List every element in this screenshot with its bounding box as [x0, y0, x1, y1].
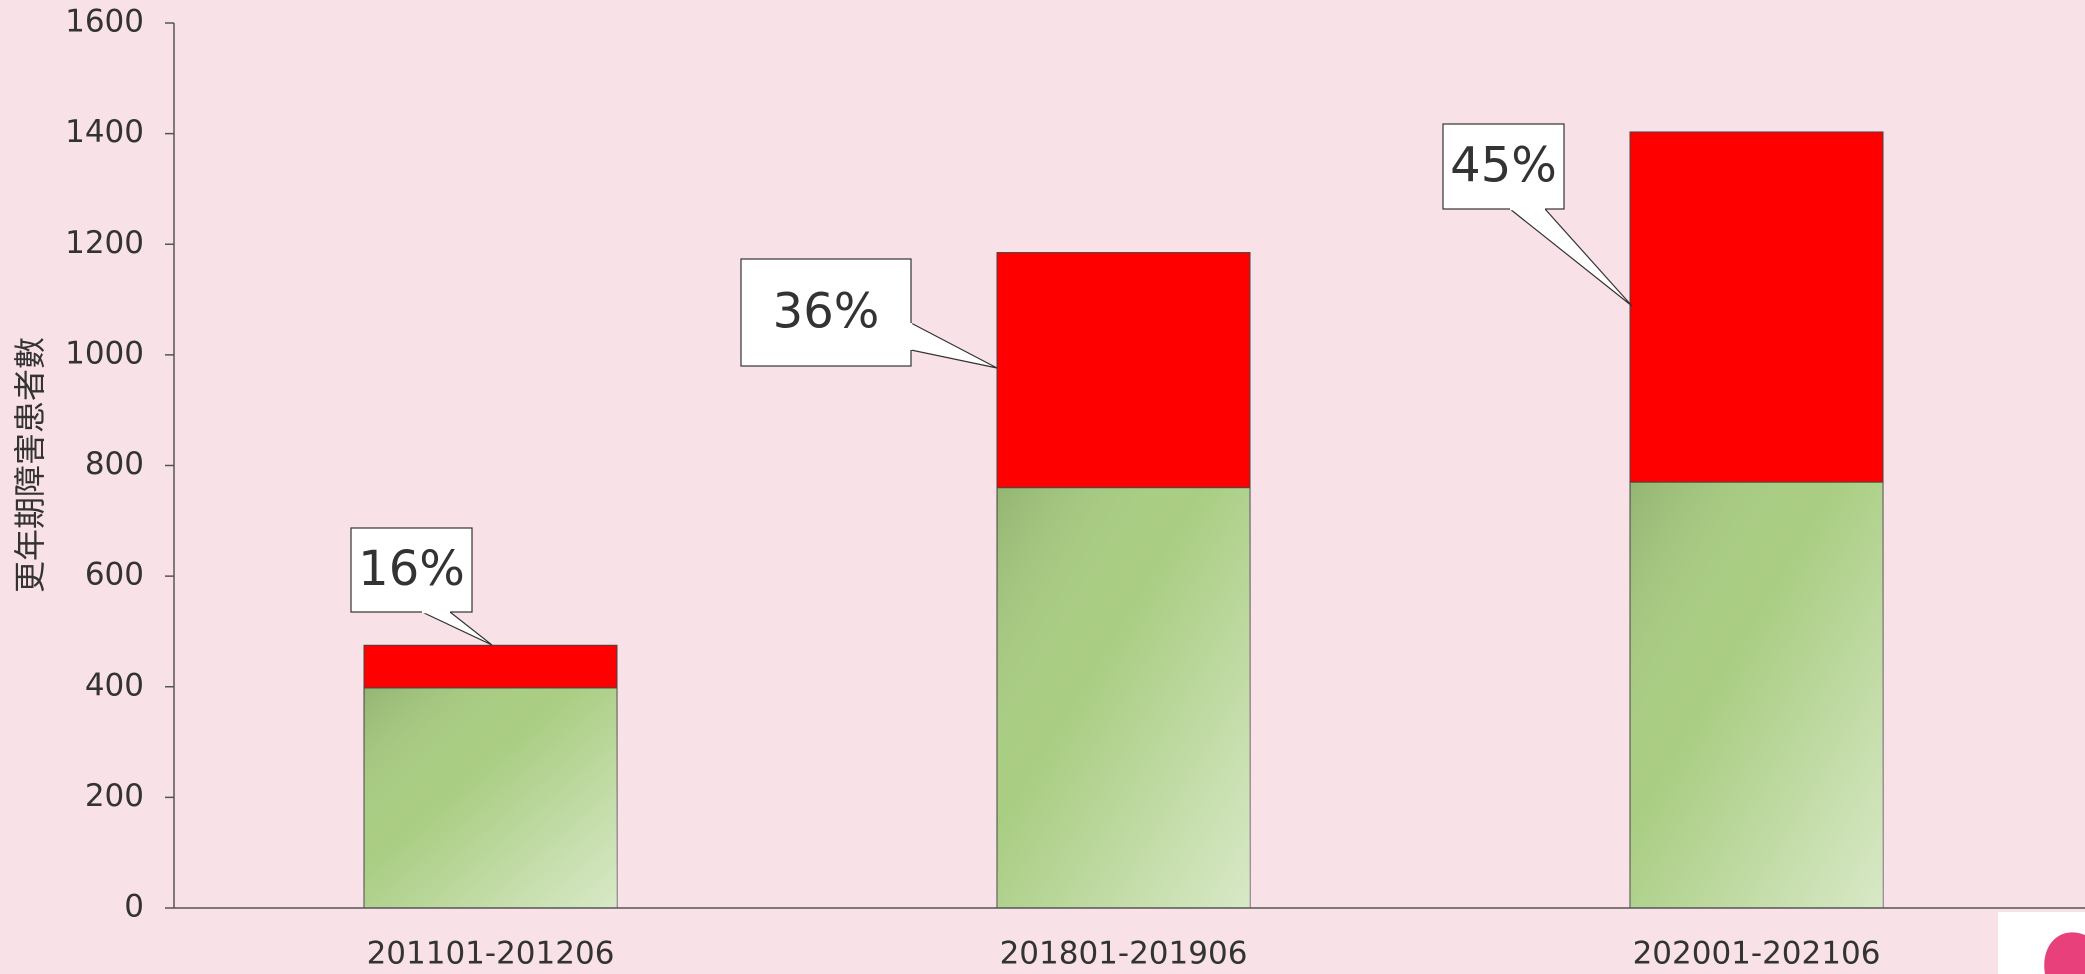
y-tick-label: 200 [85, 778, 144, 814]
bar-segment [1629, 131, 1884, 483]
annotation: 36% [773, 284, 880, 340]
callout-box [1442, 123, 1565, 210]
y-axis-label: 更年期障害患者數 [11, 337, 49, 593]
bar-segment [996, 252, 1251, 489]
y-tick-label: 400 [85, 667, 144, 703]
x-tick-label: 201801-201906 [1000, 936, 1248, 972]
annotation: 16% [358, 541, 465, 597]
y-tick-label: 0 [124, 889, 144, 925]
callout-box [740, 258, 912, 367]
bar-segment [363, 687, 618, 909]
y-tick-label: 1400 [65, 114, 144, 150]
bar-segment [1629, 481, 1884, 909]
x-tick-label: 201101-201206 [367, 936, 615, 972]
logo [1998, 912, 2085, 974]
y-tick-label: 1200 [65, 225, 144, 261]
annotation: 45% [1450, 138, 1557, 194]
callout-box [350, 527, 473, 613]
y-tick-label: 600 [85, 557, 144, 593]
y-tick-label: 1000 [65, 335, 144, 371]
y-tick-label: 800 [85, 446, 144, 482]
bar-segment [996, 487, 1251, 909]
bar-segment [363, 644, 618, 689]
y-tick-label: 1600 [65, 4, 144, 40]
x-tick-label: 202001-202106 [1633, 936, 1881, 972]
